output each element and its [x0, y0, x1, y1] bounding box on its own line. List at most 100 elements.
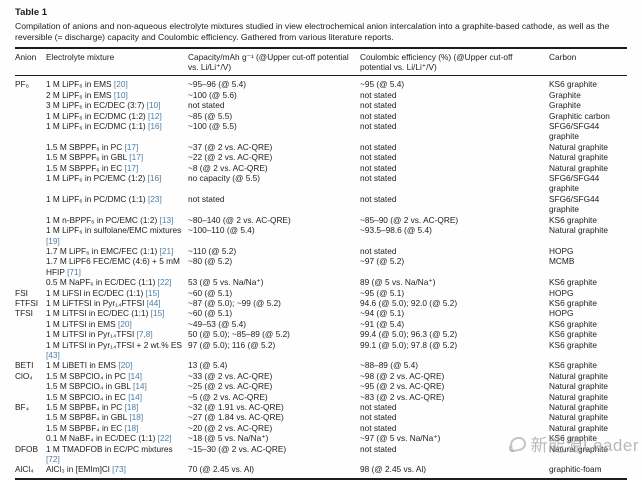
electrolyte-text: AlCl₃ in [EMIm]Cl: [46, 464, 110, 475]
efficiency-cell: ~95 (@ 5.1): [360, 287, 405, 298]
efficiency-cell: not stated: [360, 422, 397, 433]
efficiency-cell: ~88–89 (@ 5.4): [360, 360, 419, 371]
citation-ref[interactable]: [15]: [145, 287, 160, 298]
carbon-cell: Natural graphite: [549, 141, 609, 152]
electrolyte-text: 1 M LiTFSI in EC/DEC (1:1): [46, 308, 149, 319]
citation-ref[interactable]: [17]: [124, 141, 139, 152]
capacity-cell: ~95–96 (@ 5.4): [188, 79, 247, 90]
citation-ref[interactable]: [10]: [113, 89, 128, 100]
electrolyte-text: 3 M LiPF₆ in EC/DEC (3:7): [46, 100, 145, 111]
efficiency-cell: not stated: [360, 173, 397, 184]
paper-table-page: Table 1 Compilation of anions and non-aq…: [0, 0, 642, 469]
carbon-cell: Graphite: [549, 89, 581, 100]
efficiency-cell: not stated: [360, 121, 397, 132]
electrolyte-text: 1 M LiTFSI in Pyr₁₄TFSI: [46, 329, 135, 340]
citation-ref[interactable]: [20]: [117, 318, 132, 329]
citation-ref[interactable]: [13]: [159, 214, 174, 225]
citation-ref[interactable]: [18]: [124, 402, 139, 412]
citation-ref[interactable]: [73]: [112, 464, 126, 475]
capacity-cell: ~15–30 (@ 2 vs. AC-QRE): [188, 443, 287, 454]
electrolyte-cell: 3 M LiPF₆ in EC/DEC (3:7) [10]: [46, 100, 188, 110]
citation-ref[interactable]: [71]: [67, 266, 81, 277]
table-row: 0.1 M NaBF₄ in EC/DEC (1:1) [22] ~18 (@ …: [15, 433, 627, 443]
capacity-cell: no capacity (@ 5.5): [188, 173, 261, 184]
carbon-cell: KS6 graphite: [549, 79, 597, 90]
anion-cell: [15, 319, 46, 329]
table-caption: Compilation of anions and non-aqueous el…: [15, 21, 610, 42]
citation-ref[interactable]: [21]: [159, 245, 174, 256]
carbon-cell: Natural graphite: [549, 225, 609, 236]
electrolyte-cell: 1 M n-BPPF₆ in PC/EMC (1:2) [13]: [46, 215, 188, 225]
anion-cell: [15, 173, 46, 194]
anion-cell: [15, 412, 46, 422]
capacity-cell: 13 (@ 5.4): [188, 360, 228, 371]
anion-cell: [15, 329, 46, 339]
capacity-cell: ~100–110 (@ 5.4): [188, 225, 255, 236]
citation-ref[interactable]: [22]: [157, 277, 172, 288]
carbon-cell: KS6 graphite: [549, 297, 597, 308]
capacity-cell: 70 (@ 2.45 vs. Al): [188, 464, 255, 475]
electrolyte-text: 1 M LiPF₆ in PC/DMC (1:1): [46, 193, 146, 204]
electrolyte-cell: 0.5 M NaPF₆ in EC/DEC (1:1) [22]: [46, 277, 188, 287]
carbon-cell: Natural graphite: [549, 381, 609, 392]
electrolyte-cell: 1.5 M SBPBF₄ in GBL [18]: [46, 412, 188, 422]
citation-ref[interactable]: [22]: [157, 433, 172, 444]
capacity-cell: ~25 (@ 2 vs. AC-QRE): [188, 381, 273, 392]
capacity-cell: ~60 (@ 5.1): [188, 287, 233, 298]
carbon-cell: SFG6/SFG44 graphite: [549, 173, 600, 194]
citation-ref[interactable]: [14]: [128, 391, 143, 402]
table-title: Table 1: [15, 7, 48, 18]
anion-cell: [15, 163, 46, 173]
citation-ref[interactable]: [10]: [146, 100, 161, 111]
electrolyte-cell: 1 M LiBETI in EMS [20]: [46, 360, 188, 370]
citation-ref[interactable]: [72]: [46, 454, 60, 465]
electrolyte-cell: 1.5 M SBPClO₄ in EC [14]: [46, 392, 188, 402]
citation-ref[interactable]: [14]: [133, 381, 147, 392]
citation-ref[interactable]: [18]: [124, 422, 139, 433]
electrolyte-cell: 1 M LiPF₆ in PC/DMC (1:1) [23]: [46, 194, 188, 215]
capacity-cell: ~37 (@ 2 vs. AC-QRE): [188, 141, 273, 152]
citation-ref[interactable]: [14]: [128, 370, 143, 381]
efficiency-cell: not stated: [360, 89, 397, 100]
citation-ref[interactable]: [7,8]: [136, 329, 153, 340]
anion-cell: [15, 100, 46, 110]
citation-ref[interactable]: [20]: [113, 79, 128, 90]
electrolyte-text: 1 M LiPF₆ in EMS: [46, 79, 112, 90]
carbon-cell: Natural graphite: [549, 412, 609, 423]
electrolyte-text: 1 M LiFSI in EC/DEC (1:1): [46, 287, 144, 298]
electrolyte-table: Anion Electrolyte mixture Capacity/mAh g…: [15, 46, 627, 480]
anion-cell: [15, 194, 46, 215]
anion-cell: AlCl₄: [15, 464, 34, 475]
citation-ref[interactable]: [12]: [148, 110, 162, 121]
citation-ref[interactable]: [23]: [148, 193, 162, 204]
efficiency-cell: not stated: [360, 152, 397, 163]
carbon-cell: Natural graphite: [549, 402, 609, 412]
anion-cell: PF₆: [15, 79, 29, 90]
carbon-cell: SFG6/SFG44 graphite: [549, 121, 600, 142]
citation-ref[interactable]: [16]: [147, 173, 162, 184]
citation-ref[interactable]: [15]: [150, 308, 165, 319]
citation-ref[interactable]: [17]: [129, 152, 144, 163]
capacity-cell: ~33 (@ 2 vs. AC-QRE): [188, 370, 273, 381]
citation-ref[interactable]: [18]: [129, 412, 144, 423]
carbon-cell: Graphitic carbon: [549, 110, 610, 121]
citation-ref[interactable]: [19]: [46, 235, 60, 246]
citation-ref[interactable]: [17]: [124, 162, 139, 173]
citation-ref[interactable]: [20]: [118, 360, 133, 371]
capacity-cell: ~18 (@ 5 vs. Na/Na⁺): [188, 433, 269, 444]
table-row: 1.5 M SBPPF₆ in GBL [17] ~22 (@ 2 vs. AC…: [15, 152, 627, 162]
capacity-cell: ~27 (@ 1.84 vs. AC-QRE): [188, 412, 284, 423]
efficiency-cell: ~91 (@ 5.4): [360, 318, 405, 329]
anion-cell: [15, 340, 46, 361]
table-row: 1.5 M SBPBF₄ in GBL [18] ~27 (@ 1.84 vs.…: [15, 412, 627, 422]
electrolyte-cell: 1 M LiPF₆ in PC/EMC (1:2) [16]: [46, 173, 188, 194]
citation-ref[interactable]: [44]: [146, 297, 161, 308]
efficiency-cell: not stated: [360, 141, 397, 152]
electrolyte-cell: 1 M LiPF₆ in EC/DMC (1:1) [16]: [46, 121, 188, 142]
capacity-cell: ~5 (@ 2 vs. AC-QRE): [188, 391, 268, 402]
citation-ref[interactable]: [43]: [46, 349, 60, 360]
capacity-cell: ~80–140 (@ 2 vs. AC-QRE): [188, 214, 291, 225]
carbon-cell: graphitic-foam: [549, 464, 602, 475]
efficiency-cell: not stated: [360, 110, 397, 121]
citation-ref[interactable]: [16]: [148, 121, 162, 132]
